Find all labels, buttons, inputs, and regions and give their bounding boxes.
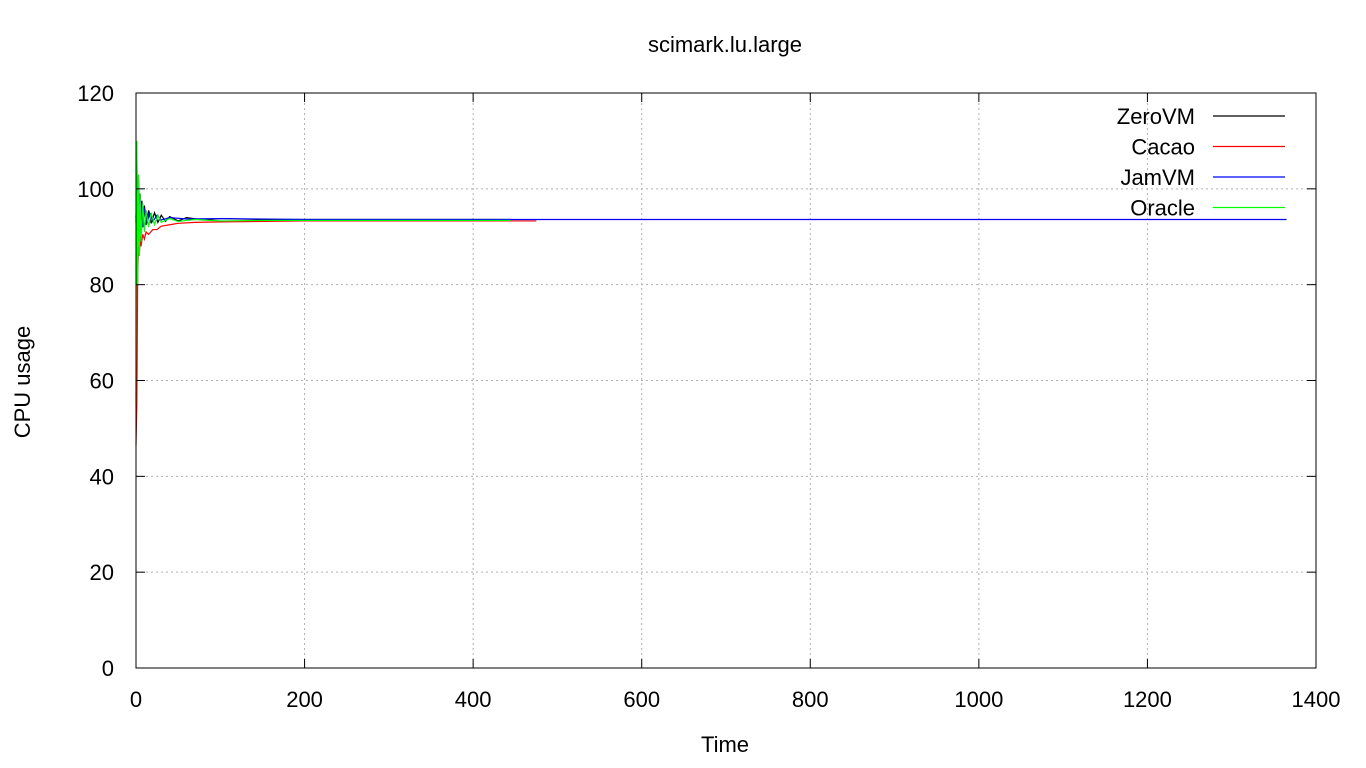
x-tick-label: 400 (455, 687, 492, 712)
y-tick-label: 100 (77, 177, 114, 202)
series-line-oracle (135, 140, 512, 405)
y-tick-label: 20 (90, 560, 114, 585)
x-tick-label: 800 (792, 687, 829, 712)
y-axis-label: CPU usage (10, 326, 35, 439)
legend-label: Oracle (1130, 196, 1195, 221)
series-lines (135, 140, 1287, 446)
x-tick-label: 1000 (954, 687, 1003, 712)
legend-label: ZeroVM (1117, 104, 1195, 129)
x-axis-label: Time (701, 732, 749, 757)
legend: ZeroVM Cacao JamVM Oracle (1117, 104, 1285, 221)
y-tick-label: 120 (77, 81, 114, 106)
legend-label: JamVM (1120, 165, 1195, 190)
chart-title: scimark.lu.large (648, 32, 802, 57)
x-tick-label: 600 (623, 687, 660, 712)
y-tick-label: 0 (102, 656, 114, 681)
y-tick-label: 80 (90, 273, 114, 298)
axis-ticks: 0 200 400 600 800 1000 1200 1400 0 20 40 60 80 100 120 (77, 81, 1340, 712)
y-tick-label: 60 (90, 369, 114, 394)
x-tick-label: 1200 (1123, 687, 1172, 712)
x-tick-label: 200 (286, 687, 323, 712)
x-tick-label: 0 (130, 687, 142, 712)
legend-label: Cacao (1131, 135, 1195, 160)
grid-lines (136, 93, 1316, 668)
y-tick-label: 40 (90, 464, 114, 489)
x-tick-label: 1400 (1292, 687, 1341, 712)
